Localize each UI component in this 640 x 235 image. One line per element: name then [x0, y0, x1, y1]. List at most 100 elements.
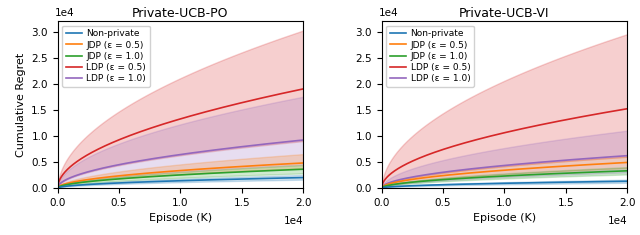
LDP (ε = 1.0) — [83, 171, 91, 173]
LDP (ε = 0.5) — [532, 124, 540, 127]
JDP (ε = 0.5) — [408, 178, 415, 181]
JDP (ε = 1.0) — [532, 173, 540, 176]
LDP (ε = 0.5) — [623, 107, 631, 110]
Non-private — [378, 187, 385, 189]
JDP (ε = 1.0) — [300, 168, 307, 171]
JDP (ε = 0.5) — [300, 162, 307, 164]
LDP (ε = 1.0) — [378, 187, 385, 189]
X-axis label: Episode (K): Episode (K) — [473, 213, 536, 223]
LDP (ε = 1.0) — [151, 157, 159, 160]
LDP (ε = 0.5) — [458, 142, 465, 145]
JDP (ε = 1.0) — [54, 187, 61, 189]
LDP (ε = 1.0) — [555, 159, 563, 162]
Y-axis label: Cumulative Regret: Cumulative Regret — [16, 52, 26, 157]
JDP (ε = 0.5) — [378, 187, 385, 189]
JDP (ε = 0.5) — [151, 171, 159, 174]
Line: JDP (ε = 1.0): JDP (ε = 1.0) — [58, 169, 303, 188]
Legend: Non-private, JDP (ε = 0.5), JDP (ε = 1.0), LDP (ε = 0.5), LDP (ε = 1.0): Non-private, JDP (ε = 0.5), JDP (ε = 1.0… — [386, 26, 474, 87]
Non-private — [623, 180, 631, 183]
JDP (ε = 1.0) — [458, 177, 465, 180]
JDP (ε = 0.5) — [232, 165, 240, 168]
JDP (ε = 1.0) — [231, 171, 239, 174]
JDP (ε = 0.5) — [231, 165, 239, 168]
Legend: Non-private, JDP (ε = 0.5), JDP (ε = 1.0), LDP (ε = 0.5), LDP (ε = 1.0): Non-private, JDP (ε = 0.5), JDP (ε = 1.0… — [62, 26, 150, 87]
Title: Private-UCB-VI: Private-UCB-VI — [459, 7, 550, 20]
Non-private — [300, 176, 307, 179]
JDP (ε = 1.0) — [134, 176, 141, 179]
JDP (ε = 0.5) — [208, 167, 216, 170]
Text: 1e4: 1e4 — [380, 8, 399, 18]
JDP (ε = 0.5) — [623, 161, 631, 164]
LDP (ε = 0.5) — [232, 103, 240, 106]
JDP (ε = 1.0) — [83, 180, 91, 183]
LDP (ε = 0.5) — [556, 119, 564, 122]
Line: Non-private: Non-private — [58, 178, 303, 188]
Line: LDP (ε = 1.0): LDP (ε = 1.0) — [381, 156, 627, 188]
Non-private — [232, 178, 240, 180]
JDP (ε = 1.0) — [475, 176, 483, 179]
X-axis label: Episode (K): Episode (K) — [148, 213, 212, 223]
Non-private — [134, 181, 141, 184]
Non-private — [408, 184, 415, 187]
Line: LDP (ε = 0.5): LDP (ε = 0.5) — [381, 109, 627, 188]
Non-private — [475, 182, 483, 185]
LDP (ε = 1.0) — [475, 167, 483, 169]
Line: JDP (ε = 1.0): JDP (ε = 1.0) — [381, 171, 627, 188]
JDP (ε = 1.0) — [208, 172, 216, 175]
LDP (ε = 1.0) — [208, 149, 216, 152]
LDP (ε = 0.5) — [555, 120, 563, 122]
Non-private — [54, 187, 61, 189]
JDP (ε = 0.5) — [555, 165, 563, 168]
LDP (ε = 1.0) — [134, 160, 141, 163]
JDP (ε = 0.5) — [556, 165, 564, 168]
JDP (ε = 0.5) — [458, 172, 465, 175]
Non-private — [231, 178, 239, 181]
LDP (ε = 0.5) — [151, 125, 159, 128]
LDP (ε = 1.0) — [232, 146, 240, 149]
LDP (ε = 0.5) — [378, 187, 385, 189]
LDP (ε = 1.0) — [623, 154, 631, 157]
Non-private — [151, 180, 159, 183]
JDP (ε = 0.5) — [134, 173, 141, 176]
JDP (ε = 1.0) — [555, 172, 563, 175]
LDP (ε = 0.5) — [134, 131, 141, 134]
Line: LDP (ε = 0.5): LDP (ε = 0.5) — [58, 89, 303, 188]
Non-private — [83, 183, 91, 186]
JDP (ε = 1.0) — [556, 172, 564, 175]
JDP (ε = 1.0) — [232, 171, 240, 173]
Title: Private-UCB-PO: Private-UCB-PO — [132, 7, 228, 20]
LDP (ε = 1.0) — [408, 176, 415, 179]
LDP (ε = 0.5) — [54, 187, 61, 189]
Line: JDP (ε = 0.5): JDP (ε = 0.5) — [381, 162, 627, 188]
JDP (ε = 0.5) — [83, 178, 91, 181]
LDP (ε = 0.5) — [208, 109, 216, 112]
JDP (ε = 1.0) — [623, 169, 631, 172]
JDP (ε = 1.0) — [408, 181, 415, 184]
Line: JDP (ε = 0.5): JDP (ε = 0.5) — [58, 163, 303, 188]
LDP (ε = 0.5) — [231, 103, 239, 106]
JDP (ε = 0.5) — [475, 171, 483, 174]
LDP (ε = 1.0) — [532, 161, 540, 164]
LDP (ε = 0.5) — [300, 87, 307, 90]
JDP (ε = 1.0) — [378, 187, 385, 189]
LDP (ε = 1.0) — [458, 168, 465, 171]
LDP (ε = 1.0) — [231, 146, 239, 149]
Non-private — [208, 178, 216, 181]
LDP (ε = 1.0) — [556, 159, 564, 162]
Line: Non-private: Non-private — [381, 181, 627, 188]
LDP (ε = 1.0) — [54, 187, 61, 189]
JDP (ε = 0.5) — [532, 167, 540, 169]
Text: 1e4: 1e4 — [284, 216, 303, 226]
Line: LDP (ε = 1.0): LDP (ε = 1.0) — [58, 140, 303, 188]
JDP (ε = 0.5) — [54, 187, 61, 189]
LDP (ε = 0.5) — [408, 160, 415, 163]
LDP (ε = 0.5) — [475, 138, 483, 141]
Non-private — [556, 181, 564, 184]
JDP (ε = 1.0) — [151, 175, 159, 178]
Non-private — [458, 183, 465, 186]
Text: 1e4: 1e4 — [607, 216, 627, 226]
Non-private — [555, 181, 563, 184]
Text: 1e4: 1e4 — [55, 8, 75, 18]
Non-private — [532, 181, 540, 184]
LDP (ε = 0.5) — [83, 154, 91, 157]
